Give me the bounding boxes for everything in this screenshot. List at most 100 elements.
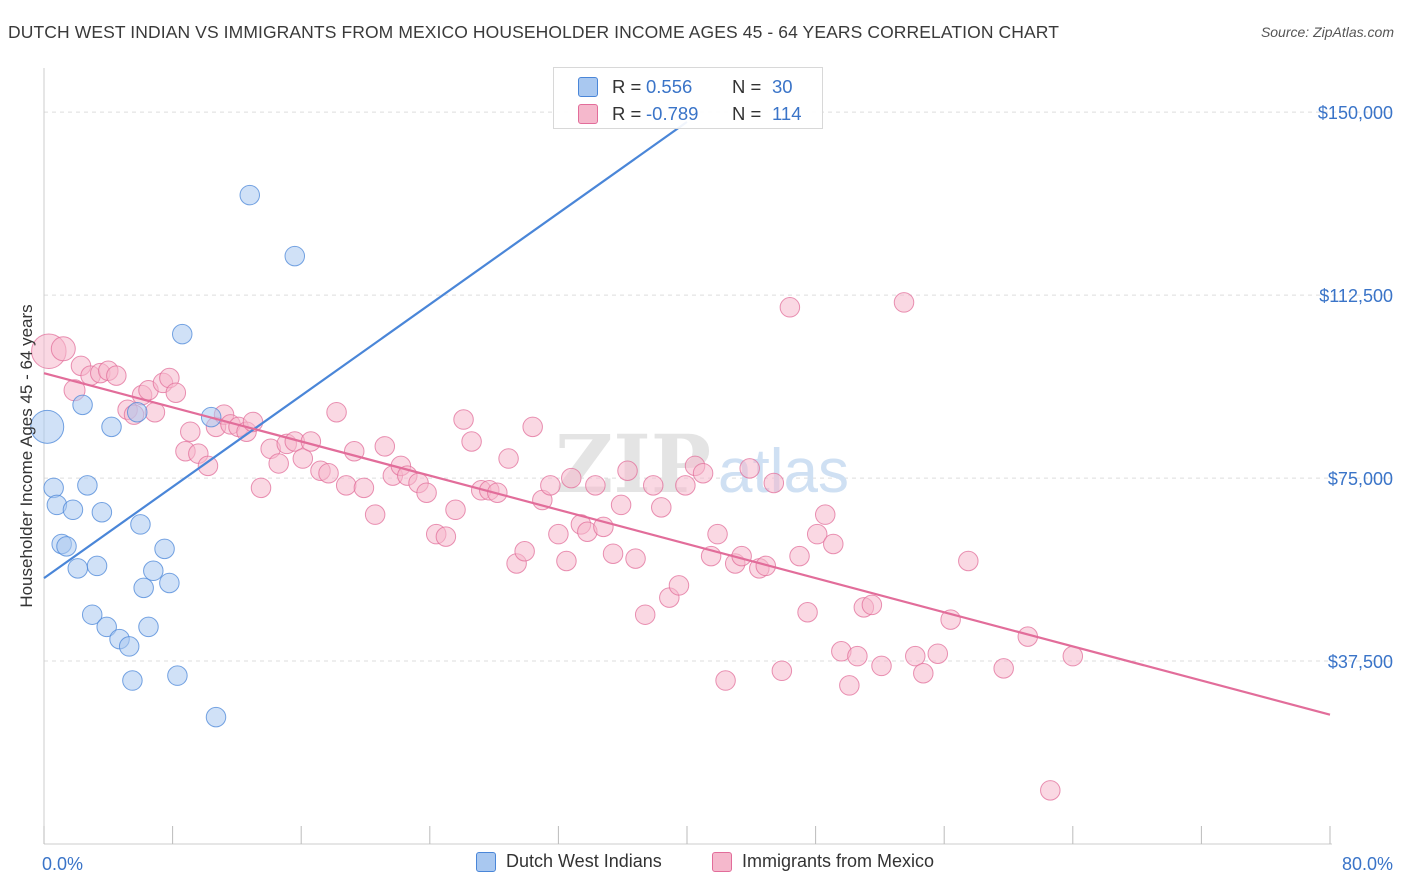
axes — [43, 68, 1332, 845]
n-value: 114 — [772, 103, 802, 124]
point-immigrants-from-mexico — [292, 448, 314, 469]
point-immigrants-from-mexico — [806, 523, 828, 545]
point-immigrants-from-mexico — [675, 475, 696, 496]
point-dutch-west-indians — [30, 409, 65, 444]
point-dutch-west-indians — [77, 475, 98, 496]
y-tick-label: $112,500 — [1319, 286, 1393, 306]
point-immigrants-from-mexico — [789, 545, 810, 567]
point-immigrants-from-mexico — [548, 523, 569, 545]
point-dutch-west-indians — [43, 477, 64, 499]
point-immigrants-from-mexico — [326, 401, 347, 423]
point-immigrants-from-mexico — [106, 365, 127, 386]
point-immigrants-from-mexico — [165, 382, 187, 403]
point-immigrants-from-mexico — [692, 462, 714, 484]
point-immigrants-from-mexico — [318, 462, 339, 484]
trend-line-dutch-west-indians — [43, 121, 688, 579]
point-immigrants-from-mexico — [268, 453, 289, 474]
x-tick-label-max: 80.0% — [1342, 854, 1393, 874]
tick-labels: $37,500 $75,000 $112,500 $150,000 0.0% 80.0% — [42, 103, 1393, 874]
point-immigrants-from-mexico — [839, 675, 860, 696]
point-immigrants-from-mexico — [461, 431, 482, 452]
point-immigrants-from-mexico — [445, 499, 466, 521]
point-immigrants-from-mexico — [927, 643, 949, 664]
point-immigrants-from-mexico — [814, 504, 836, 525]
point-dutch-west-indians — [81, 604, 103, 625]
r-label: R = — [612, 76, 642, 97]
trend-lines — [43, 121, 1331, 716]
legend-item-dutch-west-indians[interactable]: Dutch West Indians — [476, 851, 662, 872]
point-immigrants-from-mexico — [958, 550, 979, 572]
point-dutch-west-indians — [86, 555, 108, 577]
r-label: R = — [612, 103, 642, 124]
point-immigrants-from-mexico — [353, 477, 375, 499]
legend-label: Dutch West Indians — [506, 851, 662, 871]
point-immigrants-from-mexico — [561, 467, 582, 489]
point-dutch-west-indians — [122, 670, 143, 691]
r-value: -0.789 — [646, 103, 699, 124]
point-immigrants-from-mexico — [197, 455, 219, 477]
point-immigrants-from-mexico — [617, 460, 638, 482]
points-dutch-west-indians — [30, 184, 306, 728]
point-immigrants-from-mexico — [993, 658, 1014, 679]
point-dutch-west-indians — [62, 499, 84, 521]
point-immigrants-from-mexico — [871, 655, 892, 677]
x-tick-label-min: 0.0% — [42, 854, 83, 874]
point-dutch-west-indians — [154, 538, 175, 560]
point-immigrants-from-mexico — [364, 504, 386, 525]
point-immigrants-from-mexico — [739, 458, 760, 479]
point-immigrants-from-mexico — [634, 604, 656, 625]
point-immigrants-from-mexico — [453, 409, 474, 430]
y-tick-label: $75,000 — [1328, 469, 1393, 489]
y-axis-label: Householder Income Ages 45 - 64 years — [17, 304, 36, 607]
y-tick-label: $37,500 — [1328, 652, 1393, 672]
point-dutch-west-indians — [118, 636, 140, 657]
point-immigrants-from-mexico — [625, 548, 646, 569]
point-immigrants-from-mexico — [651, 497, 672, 518]
point-immigrants-from-mexico — [893, 292, 915, 313]
point-dutch-west-indians — [167, 665, 188, 686]
point-dutch-west-indians — [133, 577, 154, 599]
point-dutch-west-indians — [143, 560, 164, 582]
n-label: N = — [732, 103, 762, 124]
point-immigrants-from-mexico — [540, 475, 561, 496]
point-immigrants-from-mexico — [610, 494, 632, 516]
point-dutch-west-indians — [56, 536, 77, 557]
point-immigrants-from-mexico — [498, 448, 519, 469]
n-label: N = — [732, 76, 762, 97]
legend-item-immigrants-from-mexico[interactable]: Immigrants from Mexico — [712, 851, 934, 872]
point-immigrants-from-mexico — [180, 421, 201, 442]
point-immigrants-from-mexico — [335, 475, 357, 496]
point-immigrants-from-mexico — [715, 670, 736, 691]
point-dutch-west-indians — [159, 572, 180, 594]
stats-box: R = 0.556 N = 30 R = -0.789 N = 114 — [553, 67, 823, 129]
stats-row-dutch-west-indians: R = 0.556 N = 30 — [554, 73, 824, 101]
point-immigrants-from-mexico — [905, 645, 926, 667]
point-dutch-west-indians — [284, 245, 306, 267]
point-immigrants-from-mexico — [668, 575, 690, 596]
source-note: Source: ZipAtlas.com — [1260, 24, 1394, 40]
point-immigrants-from-mexico — [435, 526, 457, 547]
point-dutch-west-indians — [130, 514, 151, 535]
legend-swatch-blue — [476, 851, 496, 872]
legend-label: Immigrants from Mexico — [742, 851, 935, 871]
point-immigrants-from-mexico — [771, 660, 793, 682]
point-immigrants-from-mexico — [642, 475, 664, 496]
point-immigrants-from-mexico — [250, 477, 272, 499]
point-immigrants-from-mexico — [861, 594, 883, 616]
point-immigrants-from-mexico — [416, 482, 437, 503]
point-immigrants-from-mexico — [556, 550, 577, 572]
point-dutch-west-indians — [138, 616, 159, 638]
point-dutch-west-indians — [171, 323, 193, 345]
point-immigrants-from-mexico — [50, 336, 76, 362]
point-immigrants-from-mexico — [374, 436, 396, 457]
point-immigrants-from-mexico — [1040, 780, 1061, 801]
point-dutch-west-indians — [91, 501, 113, 523]
y-tick-label: $150,000 — [1318, 103, 1393, 123]
point-immigrants-from-mexico — [522, 416, 543, 438]
point-immigrants-from-mexico — [707, 523, 728, 545]
point-immigrants-from-mexico — [602, 543, 624, 564]
legend-swatch-pink — [712, 851, 732, 872]
watermark-atlas: atlas — [718, 437, 849, 506]
point-immigrants-from-mexico — [913, 662, 934, 684]
